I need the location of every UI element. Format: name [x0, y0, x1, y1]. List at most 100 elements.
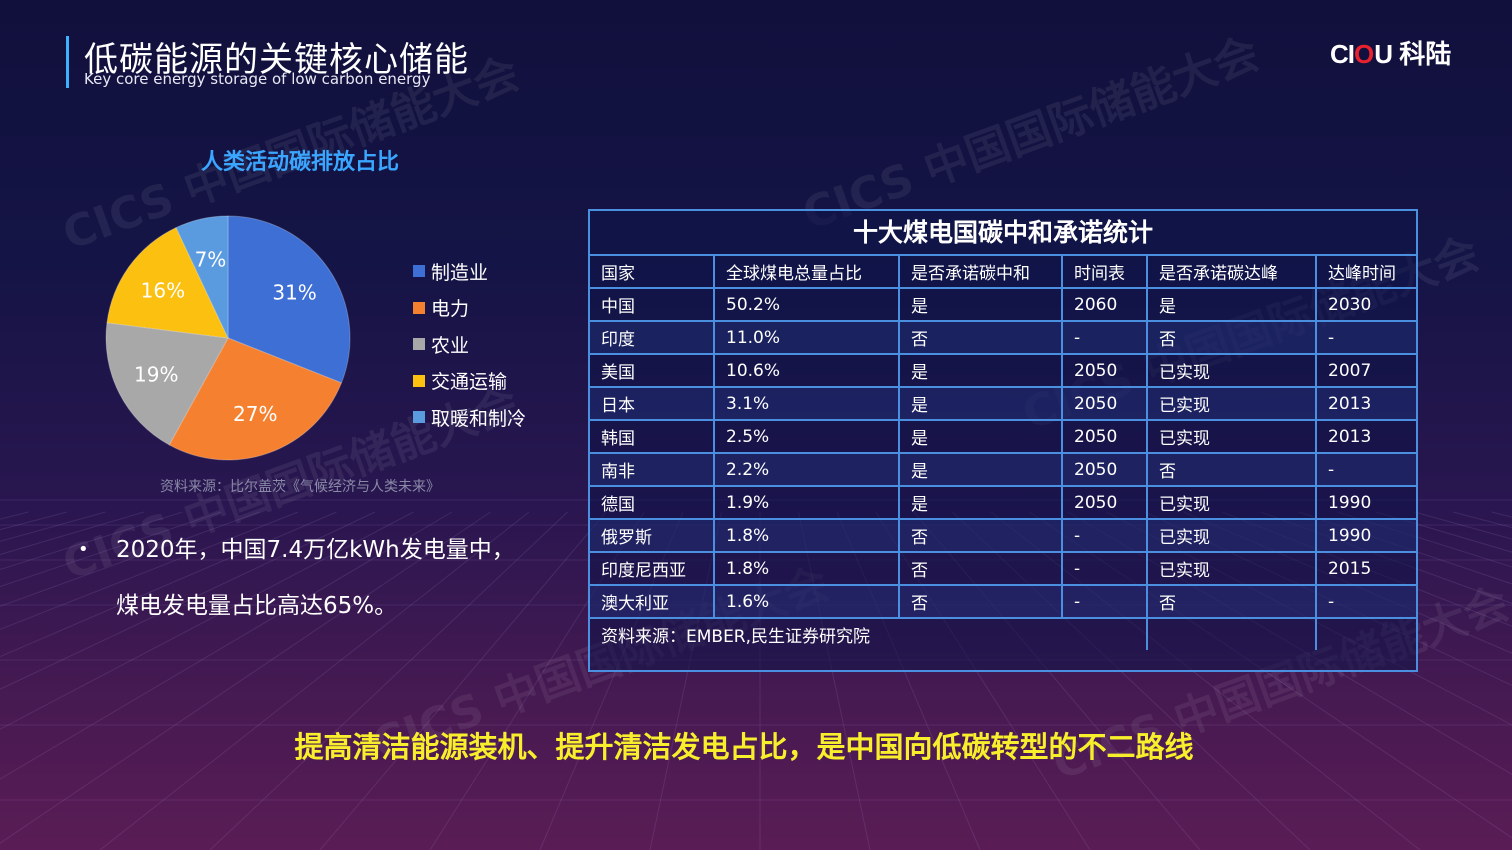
table-cell: 2050 [1061, 386, 1148, 421]
table-cell: - [1061, 518, 1148, 553]
page-subtitle: Key core energy storage of low carbon en… [84, 70, 431, 88]
bullet-line-1: 2020年，中国7.4万亿kWh发电量中， [116, 537, 515, 563]
pie-slice-5 [175, 215, 229, 339]
legend-item: 取暖和制冷 [413, 399, 526, 436]
table-body: 国家 全球煤电总量占比 是否承诺碳中和 时间表 是否承诺碳达峰 达峰时间 中国 50.2% 是 2… [590, 256, 1416, 650]
conclusion-label: 提高清洁能源装机、提升清洁发电占比，是中国向低碳转型的不二路线 [294, 730, 1194, 764]
coal-power-table: 十大煤电国碳中和承诺统计 国家 全球煤电总量占比 是否承诺碳中和 时间表 是否承诺碳达峰… [588, 209, 1418, 672]
table-cell: 否 [1146, 320, 1317, 355]
page-title: 低碳能源的关键核心储能 [84, 40, 469, 80]
table-row: 德国 1.9% 是 2050 已实现 1990 [590, 485, 1416, 520]
legend-label: 农业 [431, 334, 470, 357]
table-source-note: 资料来源：EMBER,民生证券研究院 [590, 617, 1148, 650]
pie-chart-title: 人类活动碳排放占比 [200, 150, 399, 175]
pie-source-note: 资料来源：比尔盖茨《气候经济与人类未来》 [160, 479, 440, 495]
logo-text-b: U [1374, 39, 1393, 69]
table-cell: 2015 [1315, 551, 1416, 586]
table-header-cell: 时间表 [1061, 256, 1148, 289]
table-cell: 1.9% [713, 485, 900, 520]
bullet-line-2: 煤电发电量占比高达65%。 [116, 593, 398, 619]
logo-dot-o: O [1354, 39, 1375, 69]
table-cell: 1990 [1315, 485, 1416, 520]
pie-slice-1 [227, 215, 351, 384]
table-cell: 是 [898, 485, 1063, 520]
brand-logo: CIOU 科陆 [1330, 34, 1451, 71]
table-cell: 已实现 [1146, 419, 1317, 454]
table-cell: 2060 [1061, 287, 1148, 322]
table-cell: 否 [898, 518, 1063, 553]
table-row: 中国 50.2% 是 2060 是 2030 [590, 287, 1416, 322]
legend-label: 制造业 [431, 261, 489, 284]
table-empty-cell [1315, 617, 1416, 650]
pie-slice-2 [168, 337, 343, 461]
table-row: 美国 10.6% 是 2050 已实现 2007 [590, 353, 1416, 388]
legend-label: 交通运输 [431, 371, 508, 394]
table-cell: 已实现 [1146, 551, 1317, 586]
pie-data-label: 19% [134, 363, 178, 387]
table-title: 十大煤电国碳中和承诺统计 [590, 211, 1416, 256]
pie-data-label: 27% [233, 402, 277, 426]
table-cell: 50.2% [713, 287, 900, 322]
table-cell: 中国 [590, 287, 715, 322]
table-cell: 2.2% [713, 452, 900, 487]
table-cell: 否 [898, 584, 1063, 619]
legend-label: 电力 [431, 298, 470, 321]
legend-item: 交通运输 [413, 363, 526, 400]
table-cell: 日本 [590, 386, 715, 421]
table-cell: 1.8% [713, 551, 900, 586]
pie-legend: 制造业电力农业交通运输取暖和制冷 [413, 253, 526, 436]
table-cell: 2007 [1315, 353, 1416, 388]
table-cell: 2050 [1061, 419, 1148, 454]
table-cell: 2030 [1315, 287, 1416, 322]
table-row: 俄罗斯 1.8% 否 - 已实现 1990 [590, 518, 1416, 553]
table-cell: 1.8% [713, 518, 900, 553]
table-cell: 否 [898, 320, 1063, 355]
logo-text-cn: 科陆 [1392, 39, 1452, 69]
table-header-cell: 达峰时间 [1315, 256, 1416, 289]
table-cell: - [1315, 584, 1416, 619]
table-header-row: 国家 全球煤电总量占比 是否承诺碳中和 时间表 是否承诺碳达峰 达峰时间 [590, 256, 1416, 289]
table-cell: 否 [898, 551, 1063, 586]
table-cell: 10.6% [713, 353, 900, 388]
table-cell: 澳大利亚 [590, 584, 715, 619]
table-cell: 1.6% [713, 584, 900, 619]
table-row: 印度 11.0% 否 - 否 - [590, 320, 1416, 355]
table-cell: 韩国 [590, 419, 715, 454]
table-cell: 南非 [590, 452, 715, 487]
table-cell: 否 [1146, 452, 1317, 487]
legend-item: 电力 [413, 290, 526, 327]
logo-text-a: CI [1330, 39, 1355, 69]
table-cell: - [1061, 551, 1148, 586]
table-cell: 2050 [1061, 353, 1148, 388]
table-header-cell: 全球煤电总量占比 [713, 256, 900, 289]
table-empty-cell [1146, 617, 1317, 650]
table-cell: 已实现 [1146, 353, 1317, 388]
pie-data-label: 7% [195, 247, 227, 271]
bullet-point: • 2020年，中国7.4万亿kWh发电量中， 煤电发电量占比高达65%。 [78, 522, 540, 634]
legend-item: 农业 [413, 326, 526, 363]
table-cell: 印度尼西亚 [590, 551, 715, 586]
legend-swatch [413, 411, 425, 424]
legend-swatch [413, 374, 425, 387]
pie-slice-3 [105, 322, 229, 446]
table-cell: 美国 [590, 353, 715, 388]
table-cell: - [1061, 320, 1148, 355]
bullet-dot-icon: • [78, 539, 89, 560]
table-cell: 1990 [1315, 518, 1416, 553]
table-cell: - [1315, 452, 1416, 487]
table-cell: 11.0% [713, 320, 900, 355]
legend-swatch [413, 265, 425, 278]
legend-item: 制造业 [413, 253, 526, 290]
legend-swatch [413, 301, 425, 314]
table-header-cell: 是否承诺碳达峰 [1146, 256, 1317, 289]
table-cell: 是 [898, 452, 1063, 487]
table-row: 韩国 2.5% 是 2050 已实现 2013 [590, 419, 1416, 454]
table-cell: 否 [1146, 584, 1317, 619]
legend-swatch [413, 338, 425, 351]
table-row: 澳大利亚 1.6% 否 - 否 - [590, 584, 1416, 619]
table-row: 印度尼西亚 1.8% 否 - 已实现 2015 [590, 551, 1416, 586]
pie-data-label: 16% [141, 279, 185, 303]
table-cell: 已实现 [1146, 485, 1317, 520]
table-cell: 已实现 [1146, 386, 1317, 421]
pie-chart: 31% 27% 19% 16% 7% [105, 215, 351, 461]
